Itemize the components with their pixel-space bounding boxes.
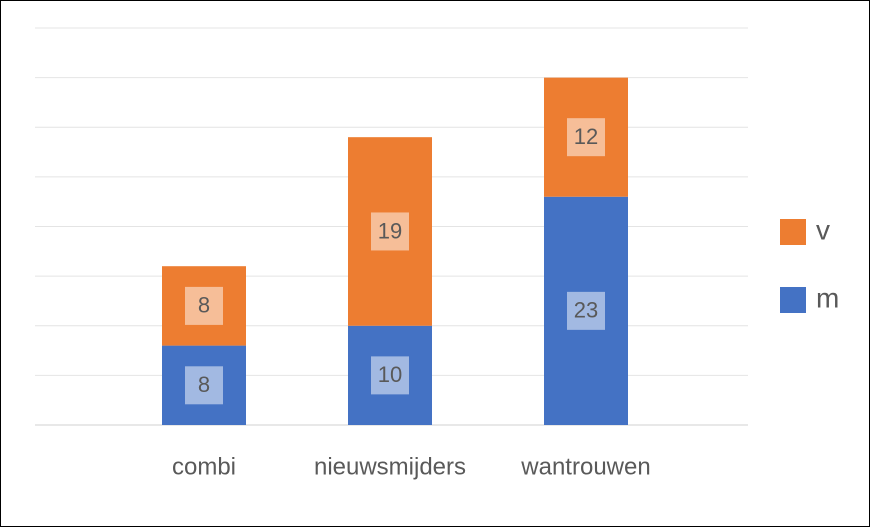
- data-label: 19: [378, 218, 402, 243]
- legend-swatch: [780, 219, 806, 245]
- data-label-box: [185, 286, 223, 325]
- data-label: 8: [198, 293, 210, 318]
- legend-swatch: [780, 287, 806, 313]
- data-label: 8: [198, 372, 210, 397]
- legend-label: v: [816, 214, 830, 245]
- legend-label: m: [816, 282, 839, 313]
- data-label-box: [567, 118, 605, 157]
- x-tick-label: combi: [172, 453, 236, 480]
- x-tick-label: nieuwsmijders: [314, 453, 466, 480]
- data-label-box: [371, 212, 409, 251]
- data-label: 10: [378, 362, 402, 387]
- data-label: 12: [574, 124, 598, 149]
- data-label-box: [185, 366, 223, 405]
- data-label: 23: [574, 298, 598, 323]
- x-tick-label: wantrouwen: [520, 453, 650, 480]
- data-label-box: [567, 291, 605, 330]
- data-label-box: [371, 356, 409, 395]
